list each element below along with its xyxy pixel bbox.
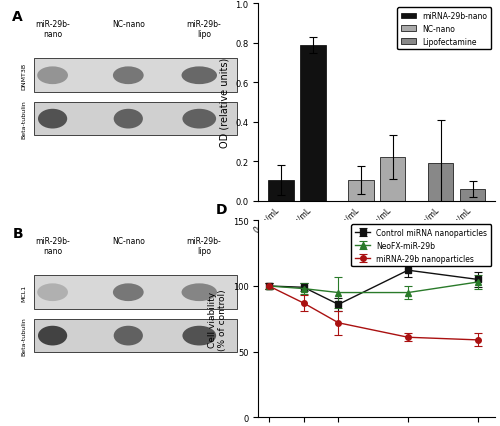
Text: Beta-tubulin: Beta-tubulin bbox=[22, 317, 26, 355]
Text: A: A bbox=[12, 10, 23, 24]
Ellipse shape bbox=[114, 326, 143, 345]
Legend: Control miRNA nanoparticles, NeoFX-miR-29b, miRNA-29b nanoparticles: Control miRNA nanoparticles, NeoFX-miR-2… bbox=[351, 225, 491, 267]
FancyBboxPatch shape bbox=[34, 59, 237, 93]
Text: miR-29b-
lipo: miR-29b- lipo bbox=[186, 20, 222, 39]
Text: Beta-tubulin: Beta-tubulin bbox=[22, 100, 26, 139]
Y-axis label: OD (relative units): OD (relative units) bbox=[220, 58, 230, 148]
Text: MCL1: MCL1 bbox=[22, 284, 26, 301]
Ellipse shape bbox=[37, 284, 68, 301]
Ellipse shape bbox=[37, 67, 68, 85]
FancyBboxPatch shape bbox=[34, 103, 237, 136]
Bar bbox=[428, 164, 454, 201]
Y-axis label: Cell viability
(% of control): Cell viability (% of control) bbox=[208, 288, 228, 350]
Ellipse shape bbox=[182, 284, 217, 301]
Ellipse shape bbox=[113, 284, 144, 301]
Ellipse shape bbox=[182, 67, 217, 85]
Ellipse shape bbox=[38, 109, 67, 129]
Text: D: D bbox=[216, 203, 228, 217]
Bar bbox=[460, 189, 485, 201]
Ellipse shape bbox=[114, 109, 143, 129]
Text: B: B bbox=[12, 227, 23, 241]
Bar bbox=[380, 158, 406, 201]
Ellipse shape bbox=[113, 67, 144, 85]
FancyBboxPatch shape bbox=[34, 319, 237, 353]
Bar bbox=[268, 180, 293, 201]
Text: NC-nano: NC-nano bbox=[112, 236, 144, 245]
Text: miR-29b-
lipo: miR-29b- lipo bbox=[186, 236, 222, 256]
Ellipse shape bbox=[182, 326, 216, 345]
Ellipse shape bbox=[182, 109, 216, 129]
Legend: miRNA-29b-nano, NC-nano, Lipofectamine: miRNA-29b-nano, NC-nano, Lipofectamine bbox=[397, 8, 491, 50]
Ellipse shape bbox=[38, 326, 67, 345]
Text: NC-nano: NC-nano bbox=[112, 20, 144, 29]
Text: miR-29b-
nano: miR-29b- nano bbox=[35, 20, 70, 39]
Text: miR-29b-
nano: miR-29b- nano bbox=[35, 236, 70, 256]
Bar bbox=[348, 180, 374, 201]
Bar bbox=[300, 46, 326, 201]
FancyBboxPatch shape bbox=[34, 276, 237, 309]
Text: DNMT3B: DNMT3B bbox=[22, 63, 26, 89]
